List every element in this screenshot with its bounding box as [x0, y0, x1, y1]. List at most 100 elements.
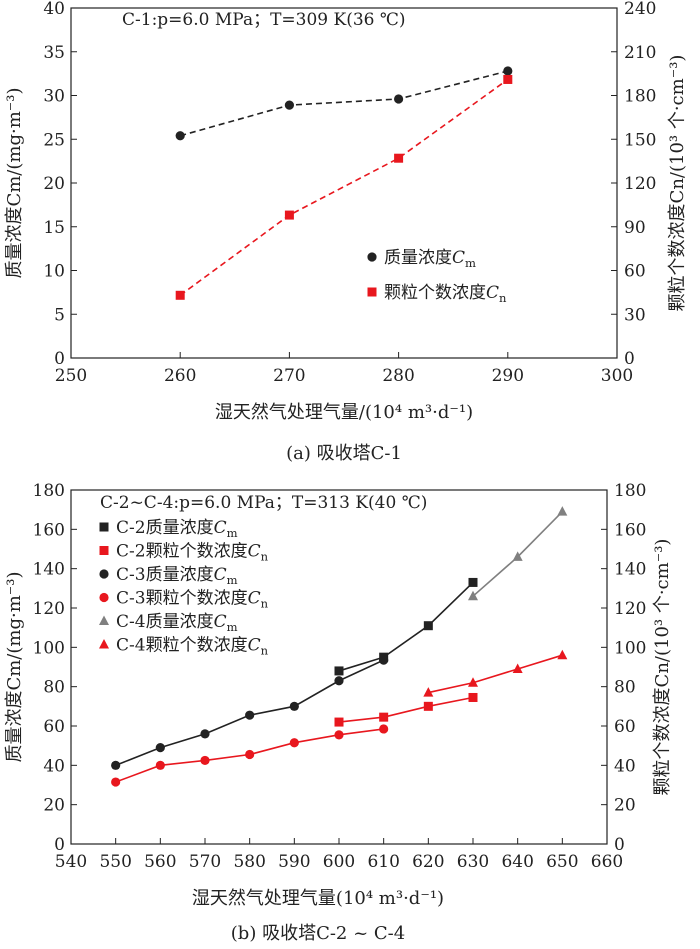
y-left-tick-label: 40	[43, 756, 65, 776]
y-right-tick-label: 150	[624, 130, 656, 150]
data-point	[468, 577, 478, 587]
data-point	[284, 100, 294, 110]
series-4	[111, 724, 389, 787]
legend-label: C-3质量浓度Cm	[116, 565, 238, 587]
y-right-tick-label: 60	[624, 262, 646, 282]
y-left-tick-label: 35	[43, 43, 65, 63]
data-point	[423, 687, 434, 697]
y-left-tick-label: 20	[43, 174, 65, 194]
legend-marker	[99, 522, 109, 532]
data-point	[111, 777, 121, 787]
y-left-tick-label: 180	[33, 481, 65, 501]
y-right-tick-label: 60	[614, 717, 636, 737]
x-tick-label: 290	[492, 366, 524, 386]
series-line	[338, 581, 474, 672]
y-right-tick-label: 30	[624, 305, 646, 325]
data-point	[379, 712, 389, 722]
data-point	[557, 506, 568, 516]
y-left-tick-label: 80	[43, 678, 65, 698]
data-point	[200, 729, 210, 739]
data-point	[289, 738, 299, 748]
y-right-tick-label: 180	[624, 87, 656, 107]
x-tick-label: 270	[273, 366, 305, 386]
data-point	[155, 760, 165, 770]
series-line	[338, 696, 474, 723]
x-tick-label: 640	[501, 852, 533, 872]
legend-label: 质量浓度Cm	[384, 248, 476, 270]
data-point	[379, 655, 389, 665]
x-tick-label: 300	[601, 366, 633, 386]
data-point	[245, 749, 255, 760]
y-right-axis-label: 颗粒个数浓度Cn/(10³ 个·cm⁻³)	[652, 539, 673, 796]
y-left-axis-label: 质量浓度Cm/(mg·m⁻³)	[4, 87, 25, 278]
data-point	[468, 590, 478, 601]
figure-caption: (b) 吸收塔C-2 ~ C-4	[231, 923, 405, 944]
legend-label: C-2颗粒个数浓度Cn	[116, 542, 269, 564]
y-right-tick-label: 120	[614, 599, 646, 619]
x-tick-label: 570	[189, 852, 221, 872]
y-left-tick-label: 20	[43, 796, 65, 816]
data-point	[503, 74, 513, 84]
y-right-tick-label: 210	[624, 43, 656, 63]
x-tick-label: 630	[457, 852, 489, 872]
legend-label: C-2质量浓度Cm	[116, 518, 238, 540]
legend-label: C-3颗粒个数浓度Cn	[116, 589, 269, 611]
legend-label: 颗粒个数浓度Cn	[384, 283, 507, 305]
legend-marker	[99, 569, 109, 579]
data-point	[423, 621, 433, 631]
y-right-tick-label: 90	[624, 218, 646, 238]
y-right-tick-label: 180	[614, 481, 646, 501]
y-right-tick-label: 80	[614, 678, 636, 698]
y-left-axis-label: 质量浓度Cm/(mg·m⁻³)	[4, 571, 25, 762]
y-right-tick-label: 120	[624, 174, 656, 194]
data-point	[468, 677, 478, 687]
legend-marker	[99, 639, 109, 649]
x-tick-label: 610	[367, 852, 399, 872]
data-point	[394, 153, 404, 163]
data-point	[512, 663, 523, 673]
data-point	[423, 701, 433, 711]
series-2	[334, 692, 478, 727]
y-left-tick-label: 30	[43, 87, 65, 107]
data-point	[503, 66, 513, 76]
data-point	[334, 730, 344, 740]
y-left-tick-label: 100	[33, 638, 65, 658]
data-point	[155, 743, 165, 753]
y-left-tick-label: 10	[43, 262, 65, 282]
y-left-tick-label: 40	[43, 0, 65, 19]
data-point	[334, 666, 344, 676]
x-tick-label: 260	[164, 366, 196, 386]
x-tick-label: 620	[412, 852, 444, 872]
chart-1: 250 260 270 280 290 3000510152025303540030609…	[4, 0, 688, 464]
y-right-tick-label: 160	[614, 520, 646, 540]
chart-2: 540 550 560 570 580 590 600 610 620 630 640 650 6600…	[4, 481, 673, 944]
y-right-tick-label: 40	[614, 756, 636, 776]
x-axis-label: 湿天然气处理气量/(10⁴ m³·d⁻¹)	[215, 402, 473, 423]
series-1	[334, 577, 478, 676]
y-left-tick-label: 25	[43, 130, 65, 150]
data-point	[468, 692, 478, 702]
series-line	[179, 78, 509, 296]
series-3	[111, 655, 389, 770]
y-left-tick-label: 0	[54, 835, 65, 855]
y-right-tick-label: 20	[614, 796, 636, 816]
data-point	[289, 701, 299, 711]
plot-frame	[70, 7, 618, 359]
series-5	[468, 506, 568, 601]
y-left-tick-label: 120	[33, 599, 65, 619]
legend-marker	[99, 615, 109, 625]
y-right-tick-label: 240	[624, 0, 656, 19]
legend-marker	[99, 546, 109, 555]
y-left-tick-label: 60	[43, 717, 65, 737]
series-line	[179, 70, 508, 137]
data-point	[557, 649, 568, 660]
chart-title: C-1:p=6.0 MPa；T=309 K(36 ℃)	[122, 10, 406, 30]
x-tick-label: 560	[144, 852, 176, 872]
y-right-tick-label: 100	[614, 638, 646, 658]
figure-caption: (a) 吸收塔C-1	[286, 443, 402, 464]
x-tick-label: 540	[55, 852, 87, 872]
y-left-tick-label: 5	[54, 305, 65, 325]
x-axis-label: 湿天然气处理气量(10⁴ m³·d⁻¹)	[192, 888, 444, 909]
x-tick-label: 250	[55, 366, 87, 386]
